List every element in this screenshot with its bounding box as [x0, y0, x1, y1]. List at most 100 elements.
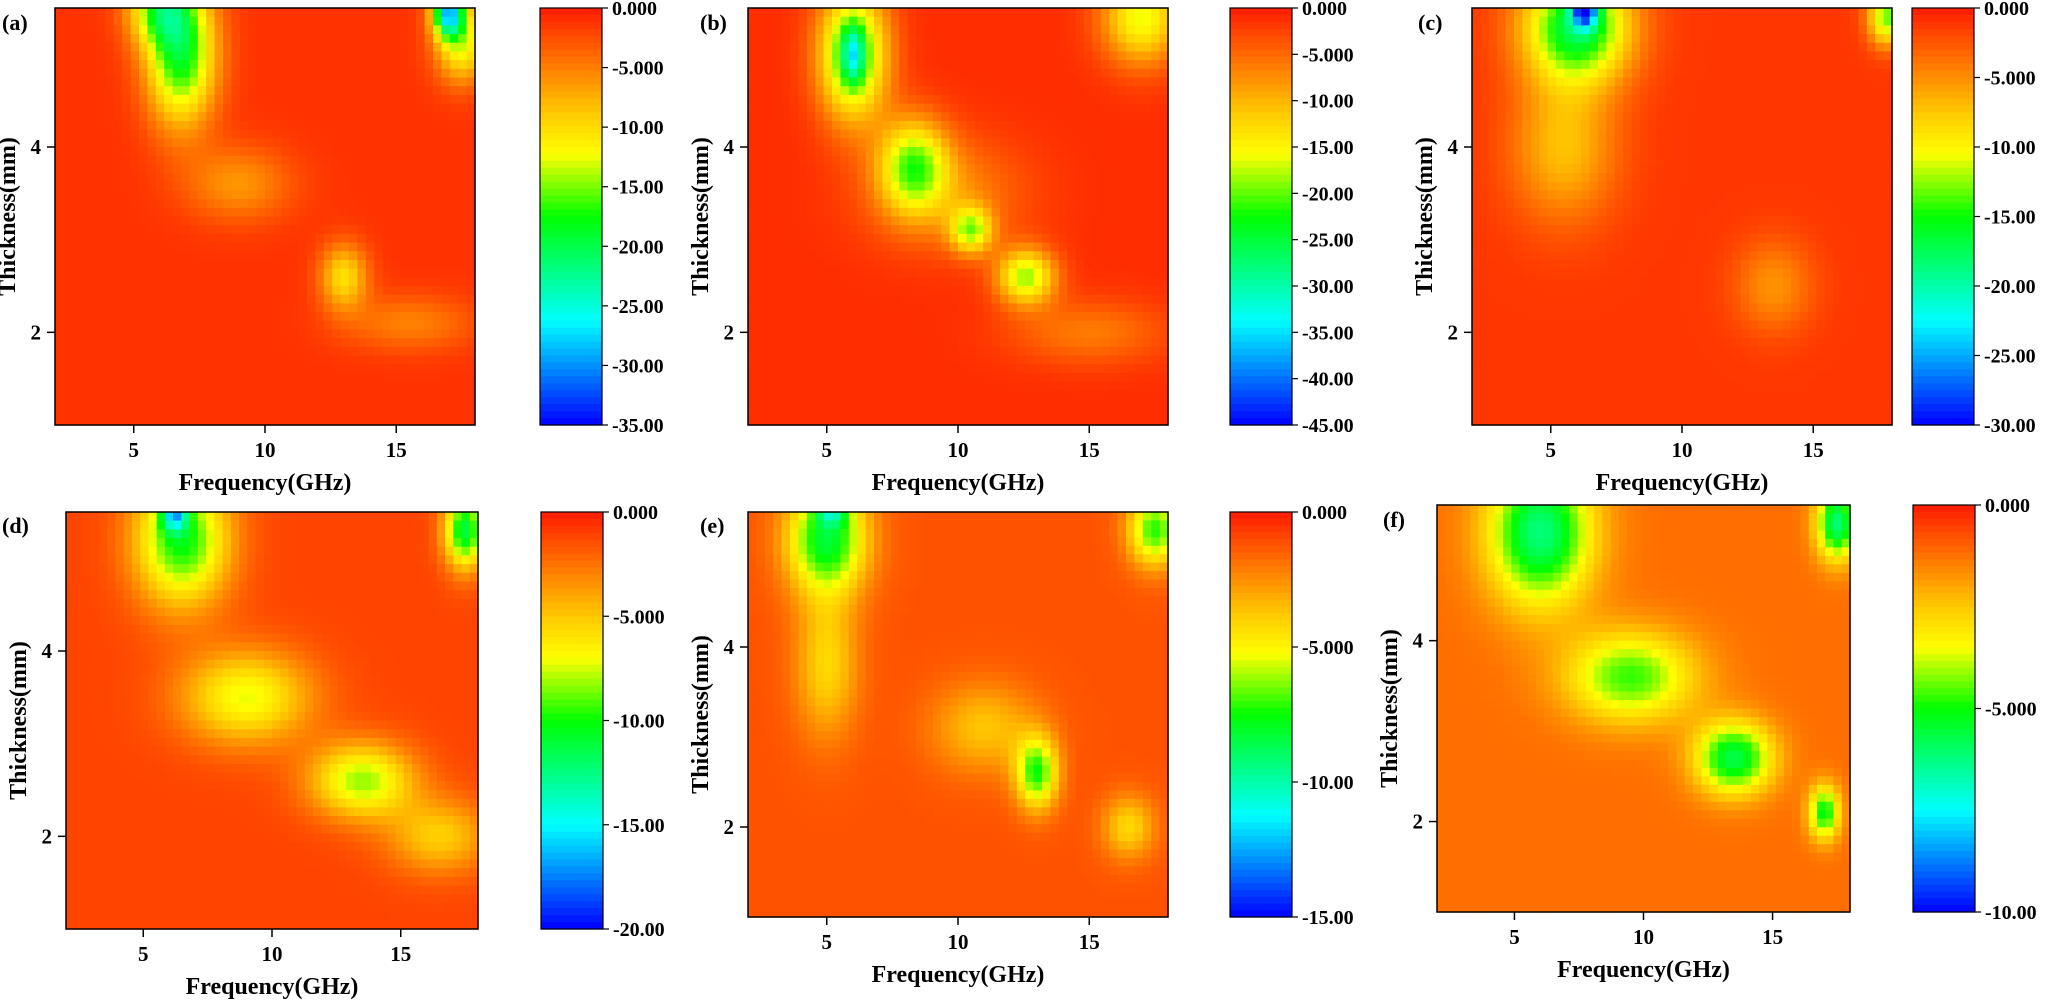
heatmap-cell	[340, 181, 350, 192]
heatmap-cell	[248, 51, 258, 61]
colorbar-swatch	[1230, 70, 1292, 79]
heatmap-cell	[307, 103, 316, 113]
colorbar-swatch	[540, 216, 602, 225]
heatmap-cell	[1000, 303, 1009, 313]
heatmap-cell	[122, 147, 132, 157]
heatmap-cell	[466, 251, 476, 261]
heatmap-cell	[298, 112, 308, 122]
heatmap-cell	[882, 68, 892, 79]
heatmap-cell	[1126, 294, 1135, 304]
heatmap-cell	[966, 129, 976, 139]
heatmap-cell	[433, 268, 442, 278]
heatmap-cell	[790, 34, 799, 44]
heatmap-cell	[1008, 216, 1018, 226]
heatmap-cell	[433, 86, 442, 96]
heatmap-cell	[815, 390, 825, 400]
heatmap-cell	[1109, 138, 1119, 148]
heatmap-cell	[932, 164, 942, 174]
heatmap-cell	[416, 94, 426, 105]
heatmap-cell	[924, 16, 934, 26]
heatmap-cell	[206, 233, 216, 244]
heatmap-cell	[1033, 416, 1043, 426]
heatmap-cell	[307, 77, 316, 87]
heatmap-cell	[1025, 268, 1035, 278]
heatmap-cell	[1159, 147, 1169, 157]
heatmap-cell	[97, 320, 106, 331]
heatmap-cell	[890, 390, 900, 400]
heatmap-cell	[1075, 372, 1085, 383]
heatmap-cell	[1050, 129, 1060, 139]
heatmap-cell	[991, 416, 1001, 426]
heatmap-cell	[223, 381, 232, 391]
heatmap-cell	[840, 51, 850, 61]
heatmap-cell	[130, 242, 140, 252]
heatmap-cell	[382, 51, 392, 61]
heatmap-cell	[88, 346, 98, 357]
heatmap-cell	[332, 364, 342, 374]
heatmap-cell	[357, 129, 367, 139]
heatmap-cell	[924, 277, 934, 287]
heatmap-cell	[147, 129, 157, 139]
heatmap-cell	[197, 173, 207, 183]
heatmap-cell	[966, 294, 976, 304]
heatmap-cell	[806, 233, 816, 244]
heatmap-cell	[966, 355, 976, 365]
heatmap-cell	[265, 199, 274, 209]
heatmap-cell	[857, 390, 867, 400]
heatmap-cell	[399, 364, 409, 374]
heatmap-cell	[932, 320, 942, 331]
heatmap-cell	[823, 320, 833, 331]
heatmap-cell	[848, 233, 858, 244]
heatmap-cell	[248, 268, 258, 278]
heatmap-cell	[273, 68, 283, 79]
heatmap-cell	[298, 346, 308, 357]
heatmap-cell	[890, 68, 900, 79]
heatmap-cell	[874, 164, 883, 174]
heatmap-cell	[916, 225, 925, 235]
heatmap-cell	[798, 355, 808, 365]
heatmap-cell	[349, 381, 358, 391]
heatmap-cell	[97, 34, 106, 44]
colorbar-swatch	[1230, 376, 1292, 384]
heatmap-cell	[239, 199, 249, 209]
heatmap-cell	[781, 320, 791, 331]
heatmap-cell	[458, 216, 468, 226]
heatmap-cell	[63, 355, 73, 365]
heatmap-cell	[1084, 286, 1093, 296]
heatmap-cell	[1067, 390, 1077, 400]
heatmap-cell	[983, 207, 993, 218]
heatmap-cell	[949, 16, 959, 26]
heatmap-cell	[983, 407, 993, 417]
heatmap-cell	[1075, 416, 1085, 426]
heatmap-cell	[840, 346, 850, 357]
heatmap-cell	[365, 8, 375, 18]
heatmap-cell	[105, 112, 115, 122]
heatmap-cell	[147, 259, 157, 270]
heatmap-cell	[441, 233, 451, 244]
heatmap-cell	[874, 277, 883, 287]
heatmap-cell	[1058, 120, 1068, 131]
heatmap-cell	[197, 216, 207, 226]
heatmap-cell	[71, 329, 81, 339]
colorbar-swatch	[540, 334, 602, 343]
heatmap-cell	[71, 129, 81, 139]
heatmap-cell	[1025, 8, 1035, 18]
heatmap-cell	[122, 16, 132, 26]
heatmap-cell	[798, 320, 808, 331]
heatmap-cell	[1067, 277, 1077, 287]
heatmap-cell	[340, 173, 350, 183]
heatmap-cell	[974, 390, 984, 400]
heatmap-cell	[214, 390, 224, 400]
heatmap-cell	[63, 34, 73, 44]
heatmap-cell	[231, 173, 241, 183]
heatmap-cell	[374, 16, 384, 26]
colorbar-swatch	[540, 244, 602, 252]
heatmap-cell	[340, 390, 350, 400]
colorbar-swatch	[540, 327, 602, 336]
heatmap-cell	[1126, 312, 1135, 322]
heatmap-cell	[290, 25, 300, 35]
heatmap-cell	[916, 155, 925, 165]
heatmap-cell	[181, 147, 190, 157]
heatmap-cell	[1109, 60, 1119, 70]
heatmap-cell	[832, 390, 841, 400]
